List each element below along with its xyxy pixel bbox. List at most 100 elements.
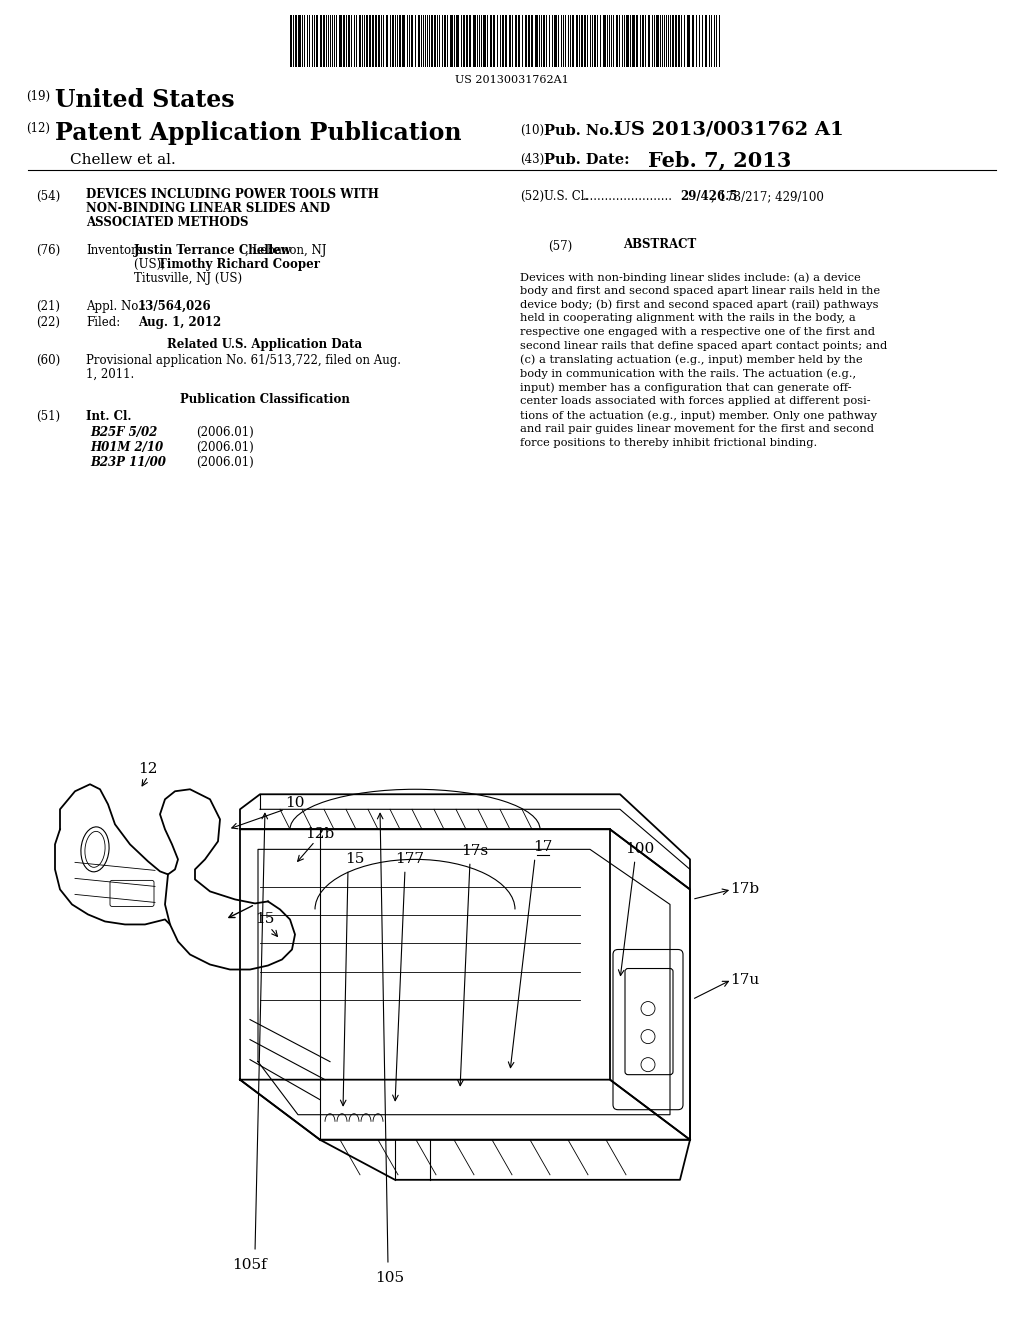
Text: respective one engaged with a respective one of the first and: respective one engaged with a respective… xyxy=(520,327,874,337)
Text: 17s: 17s xyxy=(462,845,488,858)
Text: 17u: 17u xyxy=(730,973,760,986)
Bar xyxy=(678,15,680,67)
Bar xyxy=(290,15,292,67)
Bar xyxy=(418,15,420,67)
Text: 17: 17 xyxy=(534,841,553,854)
Text: input) member has a configuration that can generate off-: input) member has a configuration that c… xyxy=(520,383,852,393)
Text: Publication Classification: Publication Classification xyxy=(180,393,350,407)
Text: Patent Application Publication: Patent Application Publication xyxy=(55,121,462,145)
Text: (57): (57) xyxy=(548,240,572,253)
Text: 15: 15 xyxy=(345,853,365,866)
Text: (60): (60) xyxy=(36,354,60,367)
Text: tions of the actuation (e.g., input) member. Only one pathway: tions of the actuation (e.g., input) mem… xyxy=(520,411,877,421)
Text: ABSTRACT: ABSTRACT xyxy=(624,238,696,251)
Bar xyxy=(411,15,413,67)
Bar xyxy=(372,15,374,67)
Bar xyxy=(463,15,465,67)
Bar xyxy=(323,15,325,67)
Bar xyxy=(554,15,557,67)
Text: 13/564,026: 13/564,026 xyxy=(138,300,212,313)
Text: (52): (52) xyxy=(520,190,544,203)
Bar xyxy=(469,15,471,67)
Text: Inventors:: Inventors: xyxy=(86,244,146,257)
Bar xyxy=(642,15,644,67)
Text: (51): (51) xyxy=(36,411,60,422)
Bar xyxy=(603,15,606,67)
Bar xyxy=(594,15,596,67)
Bar xyxy=(572,15,574,67)
Text: Appl. No.:: Appl. No.: xyxy=(86,300,145,313)
Text: United States: United States xyxy=(55,88,234,112)
Text: ASSOCIATED METHODS: ASSOCIATED METHODS xyxy=(86,216,249,228)
Text: Feb. 7, 2013: Feb. 7, 2013 xyxy=(648,150,792,170)
Text: 17b: 17b xyxy=(730,882,760,896)
Bar xyxy=(518,15,520,67)
Text: Int. Cl.: Int. Cl. xyxy=(86,411,131,422)
Bar xyxy=(692,15,694,67)
Bar xyxy=(434,15,436,67)
Text: held in cooperating alignment with the rails in the body, a: held in cooperating alignment with the r… xyxy=(520,313,856,323)
Bar xyxy=(584,15,586,67)
Bar xyxy=(366,15,368,67)
Text: DEVICES INCLUDING POWER TOOLS WITH: DEVICES INCLUDING POWER TOOLS WITH xyxy=(86,187,379,201)
Bar xyxy=(473,15,476,67)
Text: Justin Terrance Chellew: Justin Terrance Chellew xyxy=(134,244,292,257)
Bar xyxy=(525,15,527,67)
Bar xyxy=(359,15,361,67)
Text: (76): (76) xyxy=(36,244,60,257)
Bar xyxy=(531,15,534,67)
Text: (2006.01): (2006.01) xyxy=(196,455,254,469)
Text: Titusville, NJ (US): Titusville, NJ (US) xyxy=(134,272,242,285)
Text: second linear rails that define spaced apart contact points; and: second linear rails that define spaced a… xyxy=(520,341,887,351)
Bar xyxy=(543,15,545,67)
Bar xyxy=(535,15,538,67)
Text: ........................: ........................ xyxy=(583,190,673,203)
Bar xyxy=(378,15,380,67)
Text: (2006.01): (2006.01) xyxy=(196,426,254,440)
Text: Pub. No.:: Pub. No.: xyxy=(544,124,620,139)
Bar xyxy=(675,15,677,67)
Bar xyxy=(444,15,446,67)
Bar xyxy=(502,15,504,67)
Bar xyxy=(648,15,650,67)
Bar xyxy=(399,15,401,67)
Text: (43): (43) xyxy=(520,153,544,166)
Text: body in communication with the rails. The actuation (e.g.,: body in communication with the rails. Th… xyxy=(520,368,856,379)
Bar xyxy=(466,15,468,67)
Bar xyxy=(483,15,486,67)
Text: U.S. Cl.: U.S. Cl. xyxy=(544,190,588,203)
Text: Chellew et al.: Chellew et al. xyxy=(70,153,176,168)
Text: Filed:: Filed: xyxy=(86,315,120,329)
Bar xyxy=(616,15,618,67)
Text: 177: 177 xyxy=(395,853,425,866)
Text: 12b: 12b xyxy=(305,828,335,841)
Text: ; 173/217; 429/100: ; 173/217; 429/100 xyxy=(711,190,824,203)
Text: NON-BINDING LINEAR SLIDES AND: NON-BINDING LINEAR SLIDES AND xyxy=(86,202,330,215)
Bar xyxy=(295,15,297,67)
Text: 15: 15 xyxy=(255,912,274,927)
Bar xyxy=(656,15,659,67)
Text: (54): (54) xyxy=(36,190,60,203)
Text: Related U.S. Application Data: Related U.S. Application Data xyxy=(168,338,362,351)
Bar xyxy=(319,15,322,67)
Bar xyxy=(575,15,578,67)
Text: (21): (21) xyxy=(36,300,60,313)
Bar xyxy=(386,15,388,67)
Text: body and first and second spaced apart linear rails held in the: body and first and second spaced apart l… xyxy=(520,286,880,296)
Bar xyxy=(456,15,459,67)
Text: B25F 5/02: B25F 5/02 xyxy=(90,426,158,440)
Bar xyxy=(626,15,629,67)
Text: 1, 2011.: 1, 2011. xyxy=(86,368,134,381)
Bar xyxy=(632,15,635,67)
Text: 10: 10 xyxy=(286,796,305,810)
Bar xyxy=(339,15,342,67)
Bar xyxy=(402,15,406,67)
Bar xyxy=(490,15,492,67)
Text: center loads associated with forces applied at different posi-: center loads associated with forces appl… xyxy=(520,396,870,407)
Bar xyxy=(505,15,507,67)
Text: 100: 100 xyxy=(626,842,654,857)
Text: 12: 12 xyxy=(138,762,158,776)
Bar xyxy=(581,15,583,67)
Text: (US);: (US); xyxy=(134,257,169,271)
Bar xyxy=(431,15,433,67)
